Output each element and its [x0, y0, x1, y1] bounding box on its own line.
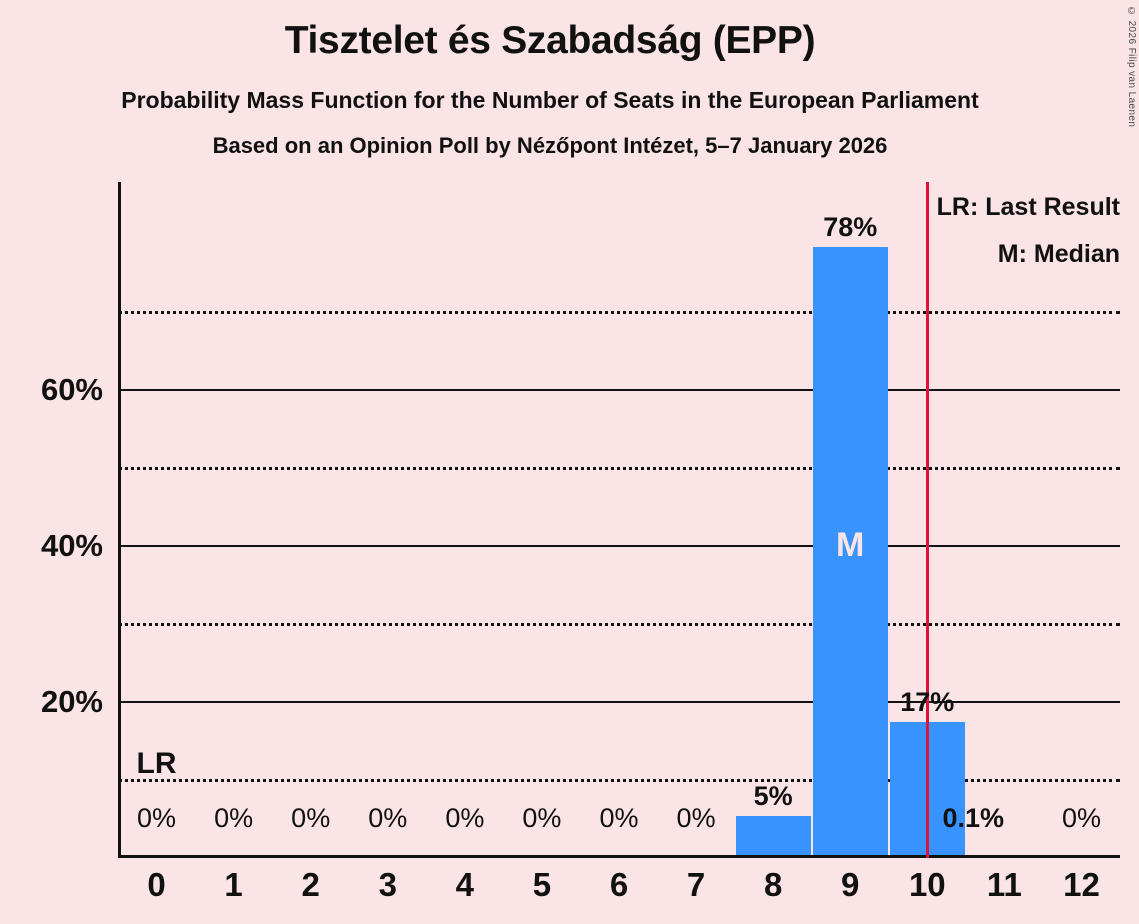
- x-tick-label-1: 1: [224, 866, 243, 903]
- x-tick-label-4: 4: [455, 866, 475, 903]
- legend-median: M: Median: [997, 240, 1120, 268]
- bar-value-label-4: 0%: [445, 803, 485, 833]
- bar-value-label-12: 0%: [1061, 803, 1101, 833]
- bar-value-label-5: 0%: [522, 803, 562, 833]
- gridline-minor-30: [118, 623, 1120, 627]
- bar-value-label-8: 5%: [753, 781, 793, 811]
- x-tick-label-9: 9: [841, 866, 860, 903]
- x-tick-label-3: 3: [378, 866, 397, 903]
- bar-value-label-9: 78%: [823, 211, 878, 242]
- bar-value-label-10: 17%: [900, 687, 955, 718]
- bar-value-label-7: 0%: [676, 803, 716, 833]
- x-tick-label-12: 12: [1063, 866, 1100, 903]
- x-tick-label-10: 10: [908, 866, 946, 903]
- gridline-minor-50: [118, 467, 1120, 471]
- gridline-minor-10: [118, 779, 1120, 783]
- x-tick-label-0: 0: [147, 866, 166, 903]
- x-tick-label-5: 5: [532, 866, 552, 903]
- x-tick-label-11: 11: [986, 866, 1022, 903]
- gridline-minor-70: [118, 311, 1120, 315]
- bar-8[interactable]: [736, 816, 812, 855]
- bar-value-label-0: 0%: [137, 803, 177, 833]
- x-tick-label-2: 2: [301, 866, 320, 903]
- gridline-major-20: [118, 701, 1120, 704]
- x-tick-label-7: 7: [686, 866, 706, 903]
- last-result-line: [926, 182, 930, 858]
- gridline-major-40: [118, 545, 1120, 548]
- bar-value-label-11: 0.1%: [942, 803, 1005, 833]
- x-tick-label-8: 8: [763, 866, 783, 903]
- copyright-notice: © 2026 Filip van Laenen: [1126, 6, 1137, 128]
- legend-last-result: LR: Last Result: [936, 193, 1120, 221]
- bar-value-label-3: 0%: [368, 803, 408, 833]
- x-tick-label-6: 6: [609, 866, 629, 903]
- chart-legend: LR: Last Result M: Median: [937, 184, 1120, 278]
- chart-subtitle: Probability Mass Function for the Number…: [121, 87, 979, 113]
- plot-area: [118, 182, 1120, 858]
- gridline-major-60: [118, 389, 1120, 392]
- chart-title: Tisztelet és Szabadság (EPP): [284, 19, 816, 62]
- bar-9[interactable]: [813, 246, 889, 855]
- bar-value-label-2: 0%: [291, 803, 331, 833]
- y-axis-line: [118, 182, 121, 858]
- chart-source-subtitle: Based on an Opinion Poll by Nézőpont Int…: [212, 133, 888, 158]
- bar-value-label-1: 0%: [214, 803, 254, 833]
- y-tick-label: 40%: [40, 528, 103, 564]
- median-marker: M: [836, 526, 865, 565]
- y-tick-label: 60%: [40, 372, 103, 408]
- y-tick-label: 20%: [40, 684, 103, 720]
- bar-value-label-6: 0%: [599, 803, 639, 833]
- last-result-marker: LR: [136, 747, 177, 781]
- x-axis-line: [118, 855, 1120, 858]
